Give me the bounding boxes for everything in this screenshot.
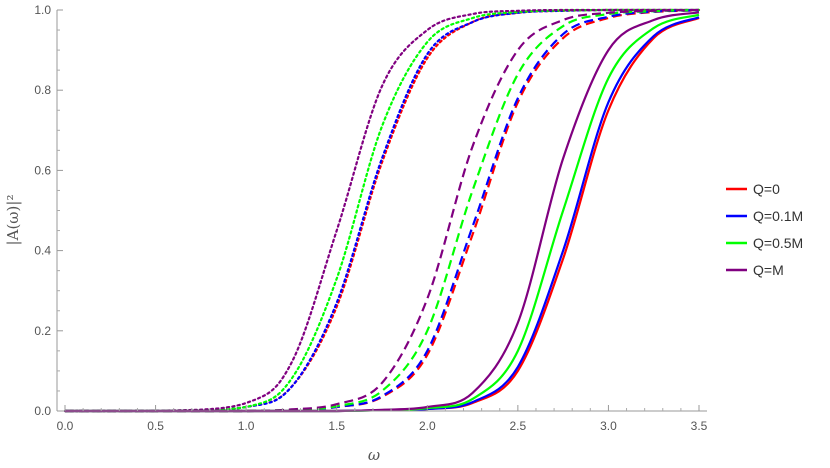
legend-item: Q=0 — [726, 181, 780, 197]
x-tick-label: 1.0 — [238, 419, 255, 433]
legend-label: Q=0.1M — [753, 208, 803, 224]
axes-group: 0.0 0.5 1.0 1.5 2.0 2.5 3.0 3.5 0.0 0.2 0.4 0.6 0.8 1… — [34, 3, 707, 433]
series-line-q-0-1m-solid — [64, 16, 700, 413]
x-tick-label: 0.0 — [57, 419, 74, 433]
series-line-q-0-5m-dashed — [64, 8, 700, 413]
y-tick-label: 1.0 — [34, 3, 51, 17]
legend-label: Q=0.5M — [753, 235, 803, 251]
legend-label: Q=0 — [753, 181, 780, 197]
series-line-q-m-dashed — [64, 8, 700, 413]
series-line-q-0-dotted — [63, 8, 701, 413]
series-line-q-0-solid — [64, 16, 700, 413]
x-tick-label: 2.0 — [419, 419, 436, 433]
legend-label: Q=M — [753, 262, 784, 278]
series-line-q-0-1m-dashed — [64, 9, 700, 413]
y-tick-label: 0.8 — [34, 83, 51, 97]
legend-item: Q=0.5M — [726, 235, 803, 251]
legend: Q=0 Q=0.1M Q=0.5M Q=M — [726, 181, 803, 278]
x-axis-label: ω — [368, 446, 380, 464]
x-tick-label: 3.0 — [600, 419, 617, 433]
y-tick-label: 0.4 — [34, 244, 51, 258]
x-tick-label: 2.5 — [510, 419, 527, 433]
y-axis-label: |A(ω)|² — [4, 195, 22, 246]
y-tick-label: 0.2 — [34, 324, 51, 338]
series-line-q-m-solid — [64, 11, 700, 413]
series-line-q-m-dotted — [63, 8, 701, 413]
legend-item: Q=M — [726, 262, 784, 278]
y-tick-label: 0.0 — [34, 404, 51, 418]
series-line-q-0-dashed — [64, 9, 700, 413]
curves-group — [63, 8, 701, 413]
x-tick-label: 1.5 — [328, 419, 345, 433]
legend-item: Q=0.1M — [726, 208, 803, 224]
x-tick-label: 3.5 — [691, 419, 708, 433]
x-tick-label: 0.5 — [147, 419, 164, 433]
series-line-q-0-5m-dotted — [63, 8, 701, 413]
series-line-q-0-5m-solid — [64, 13, 700, 413]
y-tick-label: 0.6 — [34, 163, 51, 177]
series-line-q-0-1m-dotted — [63, 8, 701, 413]
